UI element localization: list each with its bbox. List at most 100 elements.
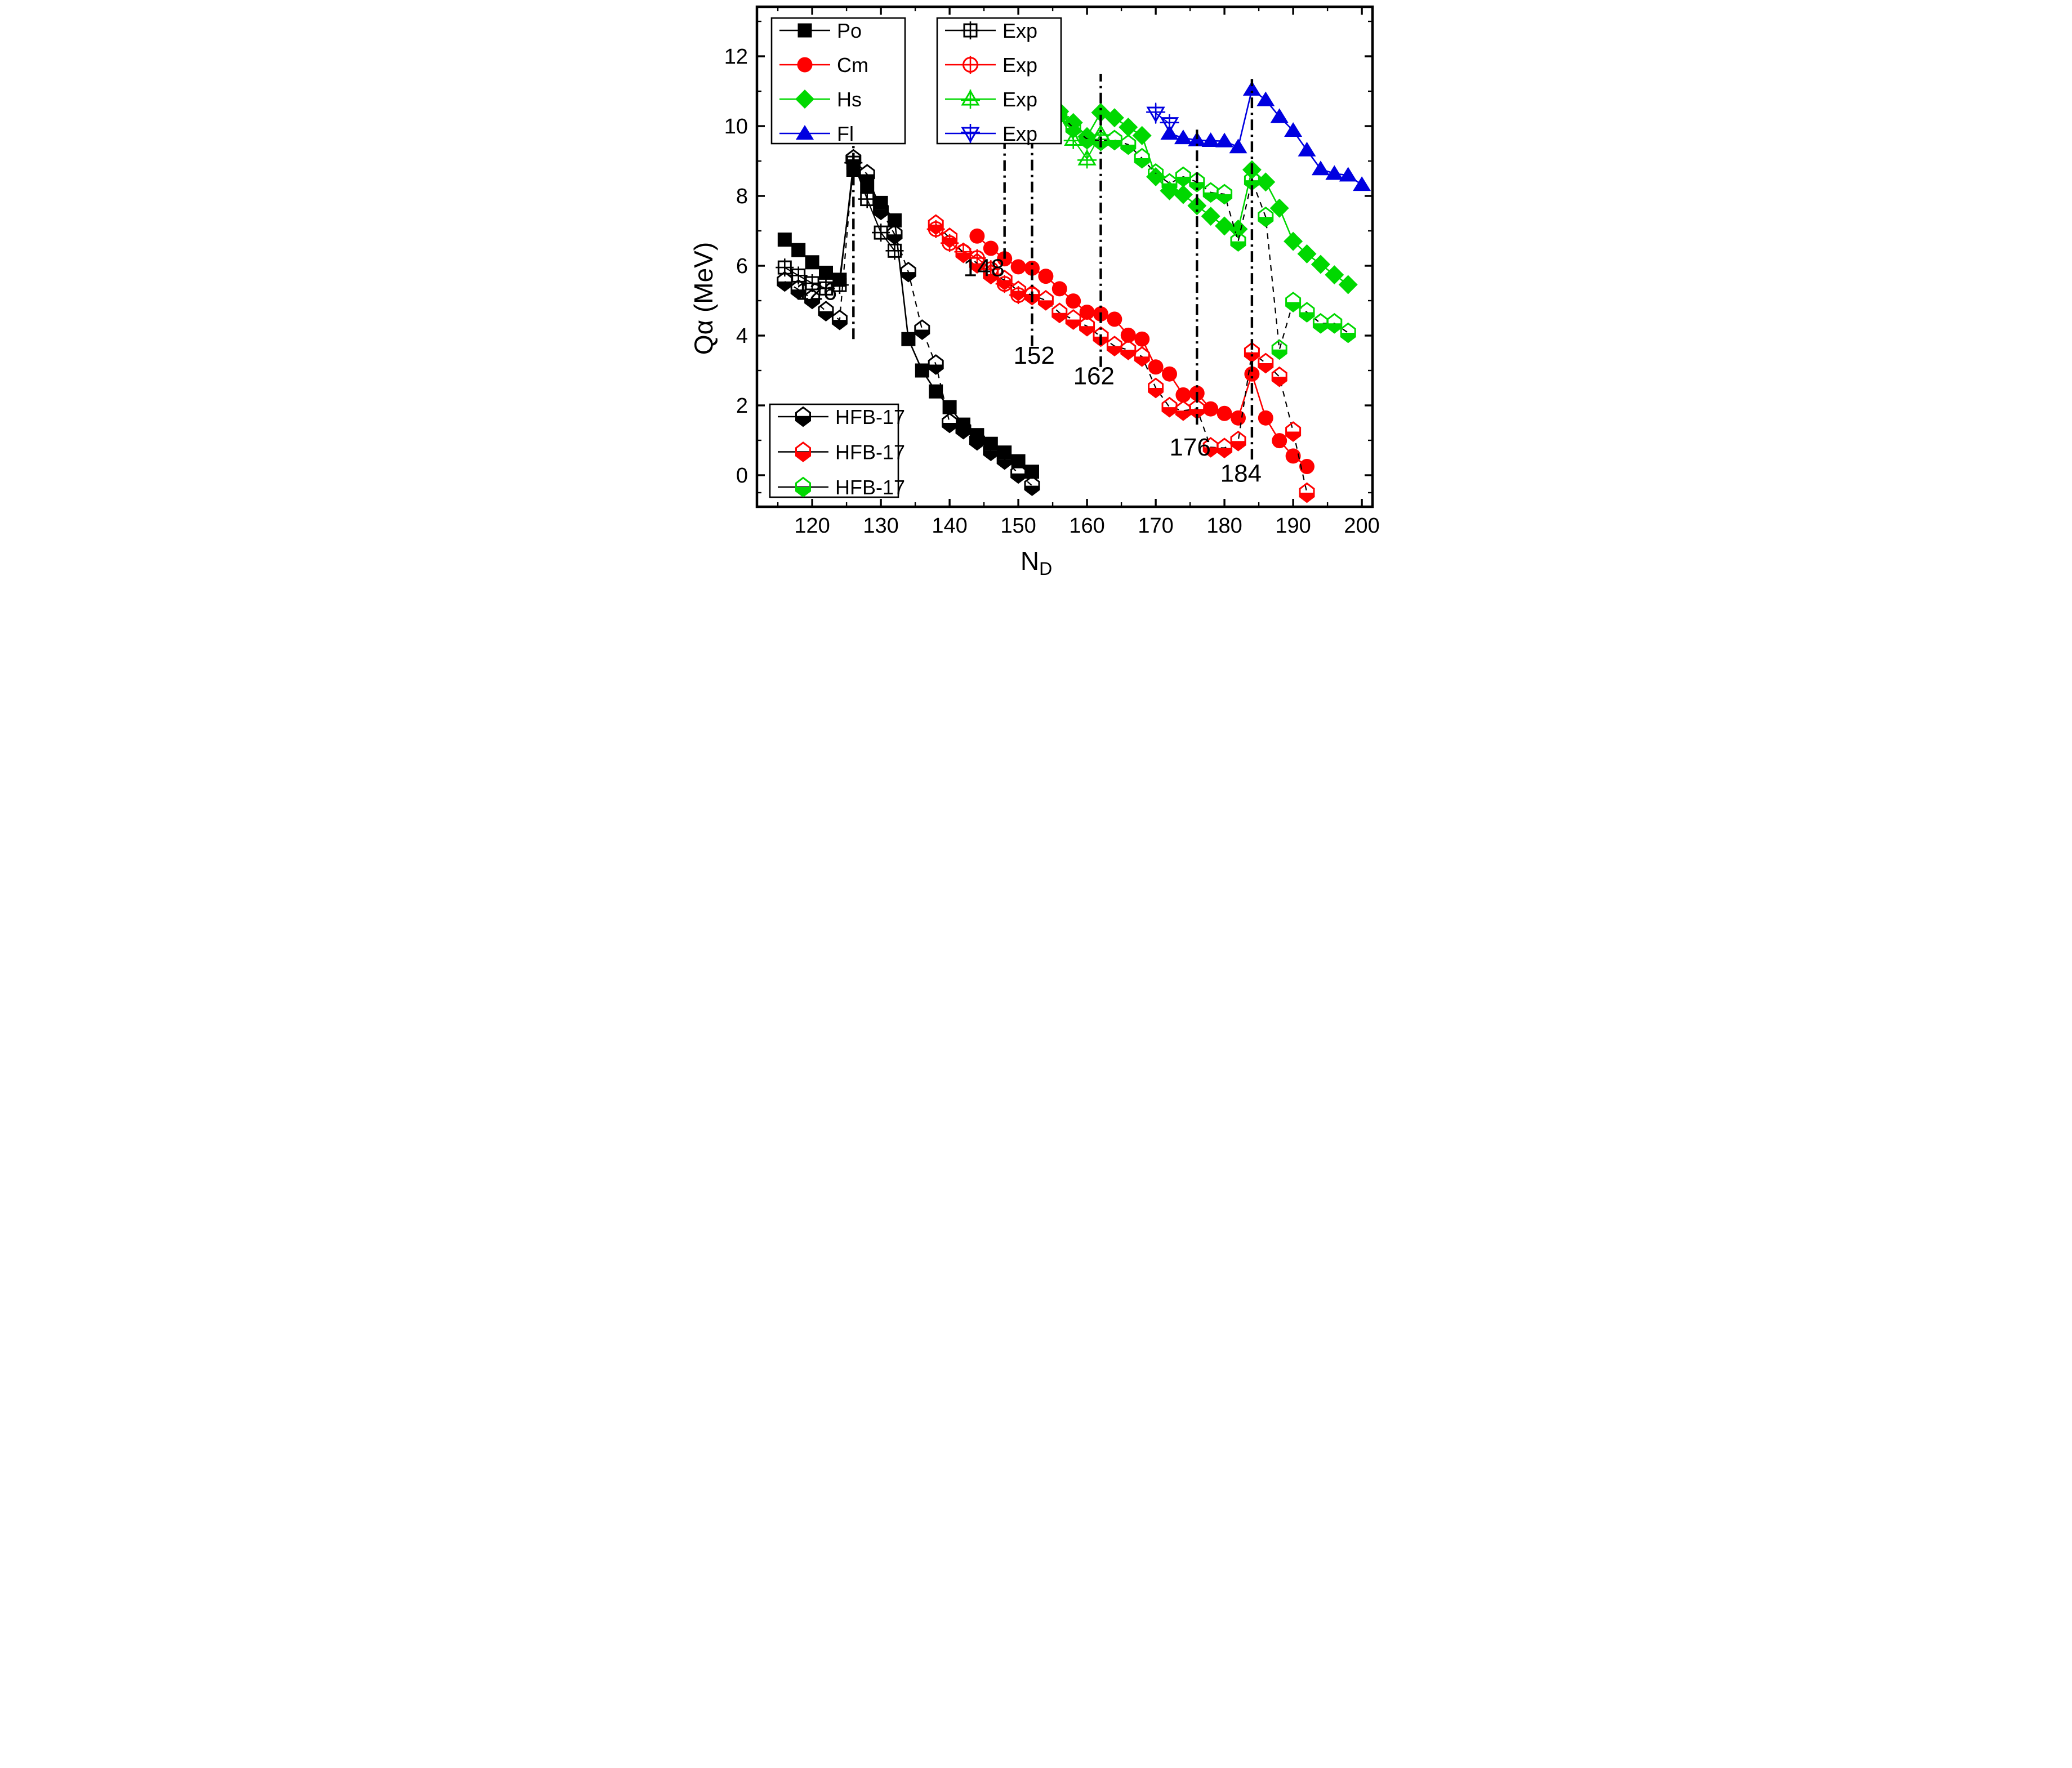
hs-model-point (1324, 265, 1344, 285)
hs-hfb-point (1285, 292, 1301, 312)
marker-hex-bottom (1189, 409, 1204, 418)
marker-hex-bottom (1203, 192, 1218, 202)
annotation-162: 162 (1073, 363, 1114, 390)
marker-hex-bottom (1066, 319, 1080, 329)
marker-hex-outline (1257, 206, 1273, 227)
cm-model-point (1051, 281, 1067, 297)
marker-triangle-up (1311, 160, 1330, 176)
marker-hex-outline (1299, 302, 1315, 323)
legend-label: Exp (1002, 53, 1037, 77)
marker-hex-outline (1051, 302, 1067, 324)
x-axis-label: ND (1020, 546, 1051, 579)
cm-model-point (1037, 269, 1053, 284)
po-hfb-point (914, 319, 930, 340)
qalpha-chart-figure: 126 148 152 162 176 184 120 130 140 150 160 170 180 1… (689, 0, 1382, 590)
marker-hex-bottom (1217, 194, 1232, 204)
marker-hex-outline (1299, 482, 1315, 503)
marker-hex-bottom (1313, 323, 1327, 333)
cm-hfb-point (1079, 315, 1095, 337)
marker-hex-bottom (887, 234, 902, 244)
marker-hex-bottom (1011, 473, 1026, 483)
annotation-184: 184 (1220, 460, 1261, 488)
marker-hex-outline (1257, 352, 1273, 374)
marker-circle (969, 228, 984, 244)
legend-label: Exp (1002, 88, 1037, 111)
marker-hex-bottom (1244, 180, 1259, 190)
legend-marker-circle (797, 57, 812, 73)
marker-circle (1106, 311, 1122, 327)
marker-hex-bottom (1121, 144, 1135, 154)
marker-hex-outline (969, 253, 985, 274)
marker-hex-outline (1285, 421, 1301, 442)
marker-open-square (818, 281, 833, 296)
series-po-hfb (776, 149, 1040, 496)
po-exp-point (858, 190, 876, 208)
fl-model-point (1339, 167, 1357, 182)
marker-hex-bottom (1162, 407, 1177, 417)
po-model-point (997, 445, 1012, 460)
marker-circle (1037, 269, 1053, 284)
cm-hfb-point (1134, 346, 1150, 367)
fl-model-point (1270, 108, 1289, 123)
annotations: 126 148 152 162 176 184 (795, 254, 1261, 487)
marker-hex-bottom (1258, 363, 1273, 373)
legend-hfb-box (769, 403, 899, 498)
marker-hex-outline (1340, 322, 1356, 343)
marker-hex-bottom (1080, 139, 1094, 149)
po-exp-point (775, 258, 794, 277)
marker-hex-bottom (997, 280, 1012, 289)
marker-triangle-up (1201, 132, 1220, 148)
marker-hex-outline (1161, 396, 1177, 418)
fl-model-point (1256, 91, 1275, 106)
po-model-point (915, 363, 929, 378)
cm-hfb-point (1299, 482, 1315, 503)
marker-square (874, 195, 888, 210)
marker-triangle-up (1229, 139, 1247, 154)
marker-hex-bottom (942, 423, 957, 432)
x-tick-label: 170 (1138, 514, 1173, 538)
cm-model-point (1217, 405, 1232, 421)
marker-hex-bottom (796, 417, 810, 426)
marker-hex-outline (1120, 340, 1136, 360)
marker-hex-outline (941, 227, 957, 248)
hs-model-point (1104, 108, 1124, 128)
marker-hex-bottom (928, 364, 943, 374)
cm-hfb-point (941, 227, 957, 248)
po-hfb-point (955, 418, 971, 440)
marker-hex-bottom (1134, 158, 1149, 168)
marker-diamond (1104, 108, 1124, 128)
fl-model-point (1284, 122, 1302, 137)
x-tick-label: 140 (932, 514, 967, 538)
marker-hex-bottom (1052, 312, 1067, 323)
series-fl-exp (1146, 102, 1179, 133)
cm-model-point (1065, 293, 1081, 309)
hs-hfb-point (1120, 134, 1136, 155)
marker-hex-outline (1079, 128, 1095, 150)
hs-model-point (1297, 244, 1316, 264)
cm-hfb-point (1051, 302, 1067, 324)
fl-model-point (1174, 130, 1192, 145)
po-hfb-point (982, 440, 999, 461)
x-tick-label: 120 (794, 514, 830, 538)
marker-hex-outline (790, 279, 806, 300)
legend-label: Hs (837, 88, 862, 111)
marker-circle (1258, 410, 1273, 426)
marker-hex-bottom (1217, 448, 1232, 458)
marker-open-square (791, 268, 805, 283)
legend-label: HFB-17 (835, 476, 905, 499)
marker-open-square (887, 243, 902, 258)
hs-hfb-point (1257, 206, 1273, 227)
marker-hex-outline (1093, 326, 1108, 347)
po-hfb-point (969, 430, 985, 451)
cm-hfb-point (928, 214, 944, 235)
marker-open-square (963, 23, 977, 38)
marker-hex-bottom (942, 238, 957, 247)
marker-hex-bottom (1175, 176, 1190, 186)
marker-hex-bottom (983, 450, 998, 461)
marker-hex-bottom (1286, 431, 1300, 441)
legend-marker-exp-square (961, 21, 979, 39)
fl-exp-point (1160, 114, 1179, 133)
legend-marker-hex (795, 441, 811, 462)
po-hfb-point (996, 449, 1013, 470)
marker-open-square (777, 260, 792, 275)
